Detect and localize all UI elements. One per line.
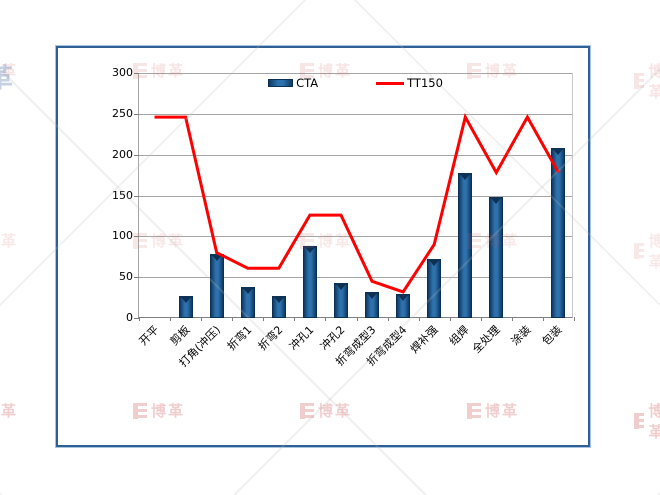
gridline-250 — [139, 113, 572, 115]
x-axis-label: 剪板 — [167, 323, 193, 349]
legend-line-swatch — [376, 81, 405, 85]
legend-label: TT150 — [407, 76, 443, 90]
bar-cta-1 — [178, 295, 193, 318]
x-axis-tick — [511, 317, 513, 321]
watermark-text: 博革 — [0, 232, 19, 250]
bogee-logo-watermark: 博革 — [0, 230, 18, 251]
gridline-200 — [139, 154, 572, 156]
x-axis-label: 焊补强 — [408, 323, 441, 356]
bar-cta-11 — [489, 197, 504, 318]
gridline-50 — [139, 277, 572, 279]
watermark-text: 博革 — [648, 402, 660, 441]
x-axis-tick — [387, 317, 389, 321]
y-axis-label: 200 — [112, 147, 133, 161]
y-axis-tick — [134, 73, 139, 74]
x-axis-label: 涂装 — [509, 323, 534, 349]
x-axis-tick — [294, 317, 296, 321]
y-axis-label: 100 — [112, 229, 133, 243]
x-axis-tick — [139, 317, 140, 321]
bogee-mark-icon — [634, 243, 645, 259]
plot-area: CTA TT150 0 50 100 150 200 250 300 开平 剪板 打角(冲压) 折弯1… — [112, 67, 575, 370]
x-axis-label: 包装 — [540, 323, 565, 349]
x-axis-tick — [574, 317, 575, 321]
edge-watermark-glyph: 革 — [0, 64, 14, 94]
x-axis-tick — [418, 317, 420, 321]
watermark-text: 博革 — [0, 62, 19, 80]
chart-legend: CTA TT150 — [139, 75, 572, 91]
x-axis-label: 开平 — [136, 323, 162, 349]
bogee-logo-watermark: 博革 — [634, 230, 660, 272]
bogee-mark-icon — [634, 73, 645, 89]
bar-cta-13 — [551, 148, 566, 318]
y-axis-tick — [134, 277, 139, 279]
x-axis-tick — [325, 317, 327, 321]
y-axis-label: 250 — [112, 106, 133, 120]
y-axis-tick — [134, 318, 139, 319]
y-axis-label: 50 — [119, 270, 133, 284]
bogee-logo-watermark: 博革 — [0, 400, 18, 421]
bar-cta-7 — [365, 291, 380, 318]
x-axis-tick — [170, 317, 172, 321]
y-axis-tick — [134, 154, 139, 156]
x-axis-tick — [542, 317, 544, 321]
bar-cta-8 — [396, 294, 411, 318]
watermark-text: 博革 — [648, 62, 660, 101]
tt150-line-series — [154, 113, 560, 294]
y-axis-label: 0 — [126, 311, 133, 324]
x-axis-tick — [449, 317, 451, 321]
watermark-text: 博革 — [648, 232, 660, 271]
gridline-100 — [139, 236, 572, 238]
gridline-150 — [139, 195, 572, 197]
watermark-text: 博革 — [0, 402, 19, 420]
x-axis-tick — [201, 317, 203, 321]
x-axis-label: 折弯2 — [255, 323, 286, 353]
bogee-logo-watermark: 博革 — [634, 60, 660, 102]
y-axis-label: 150 — [112, 188, 133, 202]
y-axis-tick — [134, 195, 139, 197]
y-axis-label: 300 — [112, 66, 133, 79]
x-axis-tick — [480, 317, 482, 321]
bar-cta-9 — [427, 259, 442, 318]
x-axis-label: 折弯1 — [224, 323, 255, 353]
legend-bar-swatch — [268, 79, 294, 87]
bar-cta-3 — [240, 286, 255, 318]
bar-cta-5 — [302, 246, 317, 318]
bar-cta-10 — [458, 172, 473, 318]
bogee-logo-watermark: 博革 — [0, 60, 18, 81]
x-axis-tick — [232, 317, 234, 321]
x-axis-tick — [356, 317, 358, 321]
x-axis-label: 组焊 — [446, 323, 472, 349]
bar-cta-6 — [333, 282, 348, 318]
x-axis-label: 全处理 — [470, 323, 503, 356]
x-axis-label: 冲孔1 — [286, 323, 317, 353]
bar-cta-4 — [271, 295, 286, 318]
bogee-mark-icon — [634, 413, 645, 429]
chart-panel: CTA TT150 0 50 100 150 200 250 300 开平 剪板 打角(冲压) 折弯1… — [56, 46, 590, 447]
legend-item-tt150: TT150 — [376, 76, 443, 90]
y-axis-tick — [134, 113, 139, 115]
y-axis-tick — [134, 236, 139, 238]
bogee-logo-watermark: 博革 — [634, 400, 660, 442]
legend-item-cta: CTA — [268, 76, 318, 90]
x-axis-tick — [263, 317, 265, 321]
legend-label: CTA — [296, 76, 319, 90]
bar-cta-2 — [209, 254, 224, 318]
gridline-300 — [139, 73, 572, 74]
